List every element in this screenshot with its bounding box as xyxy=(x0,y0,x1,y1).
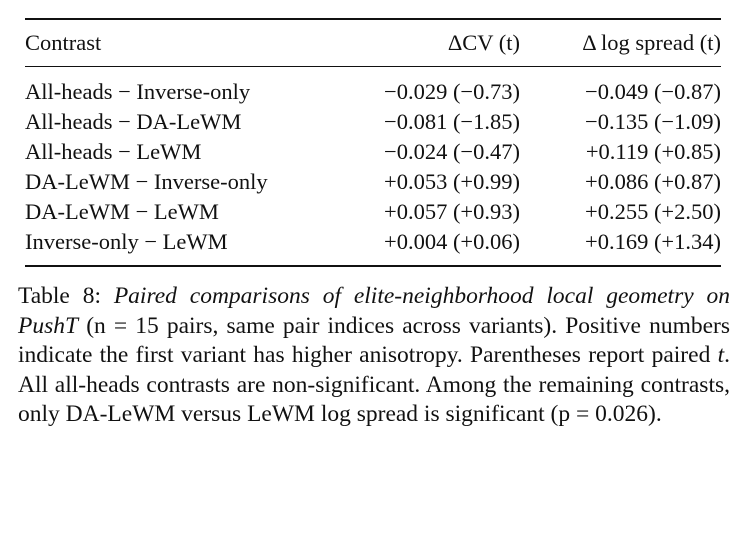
cell-delta-log-spread: −0.049 (−0.87) xyxy=(585,79,721,104)
table-row: All-heads − Inverse-only −0.029 (−0.73) … xyxy=(25,77,721,107)
table-row: All-heads − DA-LeWM −0.081 (−1.85) −0.13… xyxy=(25,107,721,137)
cell-delta-log-spread: +0.086 (+0.87) xyxy=(585,169,721,194)
cell-contrast: All-heads − LeWM xyxy=(25,139,202,164)
cell-delta-cv: −0.029 (−0.73) xyxy=(384,79,520,104)
cell-contrast: All-heads − Inverse-only xyxy=(25,79,251,104)
cell-delta-cv: −0.024 (−0.47) xyxy=(384,139,520,164)
cell-delta-log-spread: +0.169 (+1.34) xyxy=(585,229,721,254)
cell-delta-cv: −0.081 (−1.85) xyxy=(384,109,520,134)
caption-body-1: (n = 15 pairs, same pair indices across … xyxy=(18,312,731,369)
header-delta-log-spread: Δ log spread (t) xyxy=(582,30,721,55)
caption-body-2: . All all-heads contrasts are non-signif… xyxy=(18,342,730,427)
cell-delta-cv: +0.057 (+0.93) xyxy=(384,199,520,224)
cell-delta-log-spread: −0.135 (−1.09) xyxy=(585,109,721,134)
cell-delta-cv: +0.004 (+0.06) xyxy=(384,229,520,254)
cell-delta-cv: +0.053 (+0.99) xyxy=(384,169,520,194)
header-contrast: Contrast xyxy=(25,30,102,55)
table-caption: Table 8: Paired comparisons of elite-nei… xyxy=(18,282,730,430)
table-row: DA-LeWM − LeWM +0.057 (+0.93) +0.255 (+2… xyxy=(25,197,721,227)
caption-t-symbol: t xyxy=(717,342,725,368)
mid-rule xyxy=(25,66,721,67)
bottom-rule xyxy=(25,265,721,267)
results-table: Contrast ΔCV (t) Δ log spread (t) All-he… xyxy=(25,18,721,267)
cell-delta-log-spread: +0.119 (+0.85) xyxy=(585,139,721,164)
table-row: Inverse-only − LeWM +0.004 (+0.06) +0.16… xyxy=(25,227,721,257)
header-delta-cv: ΔCV (t) xyxy=(447,30,520,55)
comparison-table: Contrast ΔCV (t) Δ log spread (t) xyxy=(25,20,721,66)
top-rule xyxy=(25,18,721,20)
caption-title: Paired comparisons of elite-neighborhood… xyxy=(18,283,730,339)
cell-contrast: All-heads − DA-LeWM xyxy=(25,109,242,134)
cell-contrast: Inverse-only − LeWM xyxy=(25,229,228,254)
caption-label: Table 8: xyxy=(18,283,101,309)
comparison-table-body: All-heads − Inverse-only −0.029 (−0.73) … xyxy=(25,67,721,265)
cell-contrast: DA-LeWM − Inverse-only xyxy=(25,169,268,194)
cell-contrast: DA-LeWM − LeWM xyxy=(25,199,219,224)
table-row: DA-LeWM − Inverse-only +0.053 (+0.99) +0… xyxy=(25,167,721,197)
header-row: Contrast ΔCV (t) Δ log spread (t) xyxy=(25,20,721,66)
cell-delta-log-spread: +0.255 (+2.50) xyxy=(585,199,721,224)
table-row: All-heads − LeWM −0.024 (−0.47) +0.119 (… xyxy=(25,137,721,167)
